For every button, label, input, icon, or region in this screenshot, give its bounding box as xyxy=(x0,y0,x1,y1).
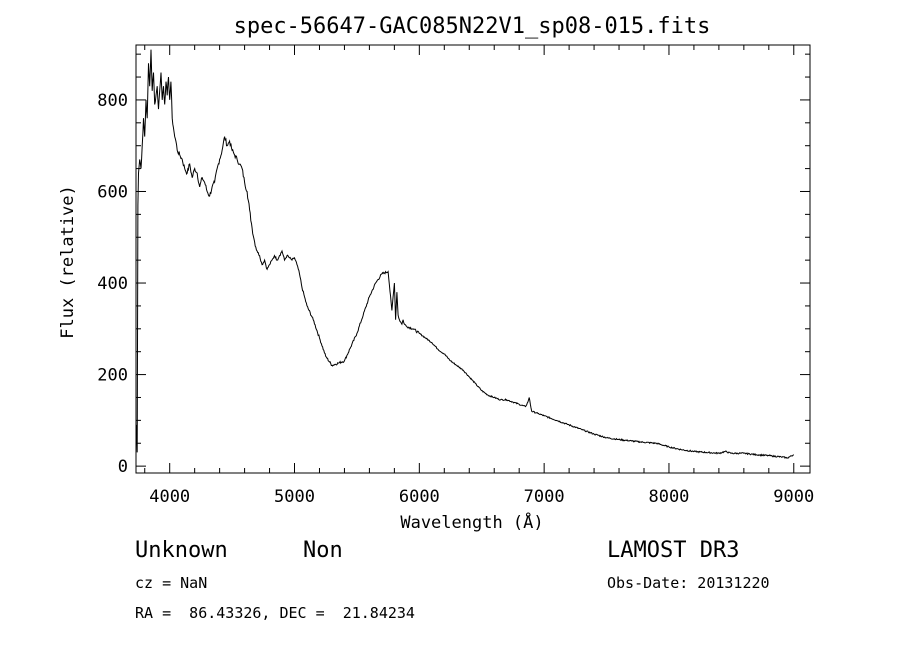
redshift-label: cz = NaN xyxy=(135,574,208,592)
tick-labels: 4000 5000 6000 7000 8000 9000 0 200 400 600 800 xyxy=(97,91,814,507)
y-tick-label: 600 xyxy=(97,182,128,202)
axis-ticks xyxy=(136,45,810,473)
x-axis-label: Wavelength (Å) xyxy=(400,511,543,533)
y-tick-label: 800 xyxy=(97,91,128,111)
x-tick-label: 6000 xyxy=(399,487,440,507)
y-tick-label: 400 xyxy=(97,274,128,294)
x-tick-label: 7000 xyxy=(524,487,565,507)
coordinates-label: RA = 86.43326, DEC = 21.84234 xyxy=(135,604,415,622)
object-subclass-label: Non xyxy=(303,538,343,563)
plot-frame xyxy=(135,44,811,474)
survey-label: LAMOST DR3 xyxy=(607,538,740,563)
y-axis-label: Flux (relative) xyxy=(58,185,78,339)
spectrum-line xyxy=(136,49,795,460)
y-tick-label: 0 xyxy=(118,457,128,477)
chart-title: spec-56647-GAC085N22V1_sp08-015.fits xyxy=(234,14,711,39)
x-tick-label: 8000 xyxy=(648,487,689,507)
object-class-label: Unknown xyxy=(135,538,228,563)
x-tick-label: 9000 xyxy=(773,487,814,507)
x-tick-label: 4000 xyxy=(149,487,190,507)
obs-date-label: Obs-Date: 20131220 xyxy=(607,574,770,592)
x-tick-label: 5000 xyxy=(274,487,315,507)
y-tick-label: 200 xyxy=(97,366,128,386)
